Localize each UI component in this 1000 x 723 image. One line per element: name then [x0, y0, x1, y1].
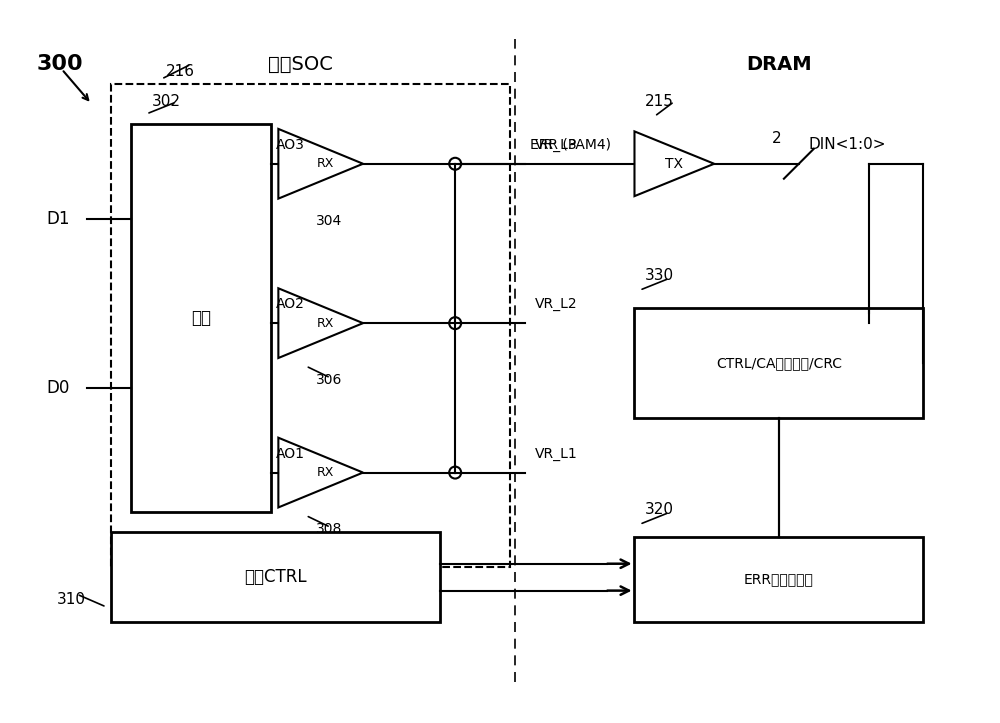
Text: DRAM: DRAM: [746, 55, 812, 74]
Bar: [634, 537, 923, 622]
Text: 解码: 解码: [191, 309, 211, 328]
Text: RX: RX: [317, 158, 334, 170]
Text: 训练CTRL: 训练CTRL: [245, 568, 307, 586]
Text: 320: 320: [644, 502, 673, 518]
Polygon shape: [634, 132, 714, 196]
Bar: [131, 124, 271, 513]
Text: DIN<1:0>: DIN<1:0>: [809, 137, 886, 152]
Text: 主机SOC: 主机SOC: [268, 55, 333, 74]
Text: 2: 2: [772, 131, 782, 146]
Polygon shape: [278, 129, 363, 199]
Text: AO3: AO3: [276, 138, 305, 152]
Text: 306: 306: [316, 373, 342, 387]
Text: 302: 302: [151, 94, 180, 109]
Bar: [111, 532, 440, 622]
Text: CTRL/CA奇偶校验/CRC: CTRL/CA奇偶校验/CRC: [716, 356, 842, 370]
Text: 330: 330: [644, 268, 674, 283]
Text: 216: 216: [166, 64, 195, 79]
Text: AO1: AO1: [276, 447, 305, 461]
Text: ERR模式寄存器: ERR模式寄存器: [744, 573, 814, 586]
Text: D0: D0: [47, 379, 70, 397]
Text: VR_L2: VR_L2: [535, 297, 577, 311]
Text: 300: 300: [37, 54, 83, 74]
Text: AO2: AO2: [276, 297, 305, 311]
Text: 304: 304: [316, 213, 342, 228]
Text: D1: D1: [47, 210, 70, 228]
Text: RX: RX: [317, 466, 334, 479]
Text: 308: 308: [316, 523, 342, 536]
Text: 215: 215: [644, 95, 673, 109]
Polygon shape: [278, 437, 363, 508]
Bar: [111, 84, 510, 568]
Bar: [634, 308, 923, 418]
Text: VR_L1: VR_L1: [535, 447, 578, 461]
Polygon shape: [278, 288, 363, 358]
Text: RX: RX: [317, 317, 334, 330]
Text: ERR (PAM4): ERR (PAM4): [530, 138, 611, 152]
Text: VR_L3: VR_L3: [535, 138, 577, 152]
Text: TX: TX: [665, 157, 683, 171]
Text: 310: 310: [57, 592, 86, 607]
